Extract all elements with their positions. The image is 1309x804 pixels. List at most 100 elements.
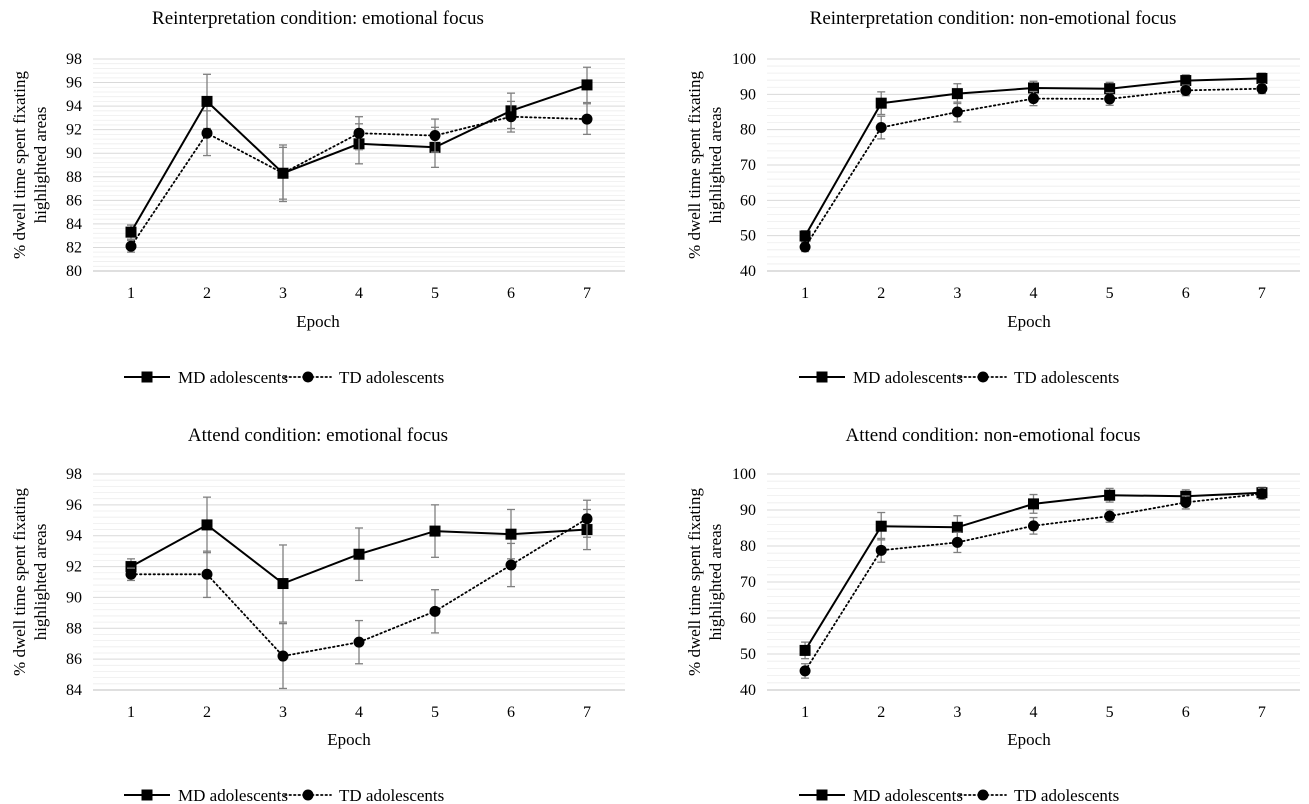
data-point-square xyxy=(1104,83,1116,95)
data-point-square xyxy=(125,226,137,238)
y-tick-label: 60 xyxy=(740,610,756,627)
x-tick-label: 5 xyxy=(1106,704,1114,721)
x-tick-label: 1 xyxy=(127,285,135,302)
x-tick-label: 7 xyxy=(1258,704,1266,721)
data-point-circle xyxy=(201,568,213,580)
legend-marker-square xyxy=(141,789,153,801)
chart-panel-reinterpretation-emotional: Reinterpretation condition: emotional fo… xyxy=(10,8,625,387)
y-tick-label: 90 xyxy=(740,86,756,103)
x-axis-label: Epoch xyxy=(1007,730,1051,749)
data-point-circle xyxy=(951,106,963,118)
y-tick-label: 88 xyxy=(66,620,82,637)
x-tick-label: 3 xyxy=(279,704,287,721)
legend: MD adolescents TD adolescents xyxy=(799,786,1119,804)
y-tick-label: 86 xyxy=(66,651,82,668)
data-point-square xyxy=(581,79,593,91)
data-point-square xyxy=(277,578,289,590)
legend-label-md: MD adolescents xyxy=(853,786,963,804)
x-tick-label: 2 xyxy=(877,704,885,721)
y-axis-label-line1: % dwell time spent fixating xyxy=(10,488,29,676)
data-point-circle xyxy=(1180,84,1192,96)
y-axis-label-line1: % dwell time spent fixating xyxy=(685,488,704,676)
x-tick-label: 5 xyxy=(431,704,439,721)
y-tick-label: 92 xyxy=(66,122,82,139)
data-point-circle xyxy=(125,568,137,580)
data-point-square xyxy=(875,520,887,532)
x-tick-label: 3 xyxy=(953,704,961,721)
data-point-square xyxy=(951,88,963,100)
data-point-circle xyxy=(1028,93,1039,105)
y-tick-label: 96 xyxy=(66,497,82,514)
y-axis-label-line1: % dwell time spent fixating xyxy=(685,71,704,259)
y-tick-label: 70 xyxy=(740,574,756,591)
data-point-circle xyxy=(353,636,365,648)
y-tick-label: 40 xyxy=(740,682,756,699)
legend: MD adolescents TD adolescents xyxy=(124,786,444,804)
data-point-circle xyxy=(353,127,365,139)
chart-panel-attend-non-emotional: Attend condition: non-emotional focus 40 5… xyxy=(685,425,1300,804)
series-md xyxy=(799,72,1268,242)
y-axis-label-line2: highlighted areas xyxy=(706,524,725,641)
data-point-circle xyxy=(505,559,517,571)
y-tick-label: 90 xyxy=(66,145,82,162)
y-tick-label: 50 xyxy=(740,228,756,245)
x-tick-label: 1 xyxy=(801,285,809,302)
legend-label-td: TD adolescents xyxy=(1014,368,1119,387)
y-tick-label: 96 xyxy=(66,75,82,92)
data-point-circle xyxy=(277,650,289,662)
data-point-square xyxy=(1256,72,1268,84)
x-tick-label: 3 xyxy=(953,285,961,302)
data-point-circle xyxy=(581,513,593,525)
data-point-circle xyxy=(951,536,963,548)
y-tick-label: 90 xyxy=(740,502,756,519)
data-point-square xyxy=(201,519,213,531)
chart-title: Reinterpretation condition: non-emotiona… xyxy=(810,8,1177,29)
data-point-circle xyxy=(1028,520,1039,532)
data-point-square xyxy=(1104,489,1116,501)
legend-label-td: TD adolescents xyxy=(1014,786,1119,804)
data-point-square xyxy=(951,521,963,533)
x-tick-label: 4 xyxy=(1030,285,1038,302)
data-point-square xyxy=(429,525,441,537)
chart-title: Attend condition: emotional focus xyxy=(188,425,448,446)
y-tick-label: 80 xyxy=(740,538,756,555)
chart-title: Attend condition: non-emotional focus xyxy=(846,425,1141,446)
chart-title: Reinterpretation condition: emotional fo… xyxy=(152,8,484,29)
x-tick-label: 3 xyxy=(279,285,287,302)
y-axis-label-line2: highlighted areas xyxy=(31,107,50,224)
series-td xyxy=(799,487,1268,679)
data-point-circle xyxy=(799,665,811,677)
legend-label-md: MD adolescents xyxy=(178,368,288,387)
data-point-square xyxy=(1180,75,1192,87)
y-tick-label: 98 xyxy=(66,466,82,483)
x-tick-label: 1 xyxy=(127,704,135,721)
y-tick-label: 84 xyxy=(66,216,82,233)
y-axis-label-line2: highlighted areas xyxy=(31,524,50,641)
data-point-circle xyxy=(1104,510,1116,522)
y-tick-label: 40 xyxy=(740,263,756,280)
data-point-circle xyxy=(505,111,517,123)
series-td xyxy=(125,499,593,690)
x-tick-label: 6 xyxy=(1182,704,1190,721)
y-axis-label-line2: highlighted areas xyxy=(706,107,725,224)
legend-label-md: MD adolescents xyxy=(178,786,288,804)
y-tick-label: 86 xyxy=(66,192,82,209)
x-tick-label: 7 xyxy=(583,285,591,302)
data-point-circle xyxy=(429,605,441,617)
y-tick-label: 92 xyxy=(66,559,82,576)
series-td xyxy=(125,100,593,253)
legend-marker-circle xyxy=(302,371,314,383)
data-point-circle xyxy=(277,167,289,179)
data-point-circle xyxy=(1104,93,1116,105)
y-tick-label: 70 xyxy=(740,157,756,174)
data-point-circle xyxy=(429,130,441,142)
legend-marker-circle xyxy=(977,371,989,383)
series-td xyxy=(799,83,1268,253)
x-tick-label: 4 xyxy=(355,285,363,302)
chart-panel-reinterpretation-non-emotional: Reinterpretation condition: non-emotiona… xyxy=(685,8,1300,387)
data-point-square xyxy=(505,528,517,540)
series-md xyxy=(799,486,1268,660)
data-point-square xyxy=(353,548,365,560)
data-point-circle xyxy=(1180,496,1192,508)
